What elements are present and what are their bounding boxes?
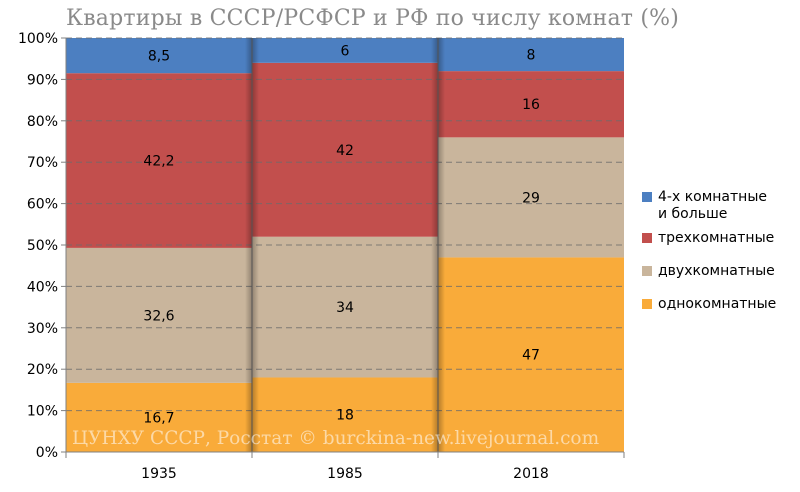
x-tick-label: 1935 <box>141 466 177 482</box>
y-tick-label: 30% <box>27 321 58 337</box>
legend-swatch <box>642 233 652 243</box>
data-label: 6 <box>341 43 350 59</box>
y-tick-label: 50% <box>27 238 58 254</box>
bars <box>66 38 624 452</box>
legend-label: и больше <box>658 206 727 222</box>
y-tick-label: 40% <box>27 279 58 295</box>
bar-1985-трехкомнатные <box>252 62 438 237</box>
data-labels: 16,7 32,6 42,2 8,5 18 34 42 6 47 29 16 8 <box>143 43 540 426</box>
chart-title: Квартиры в СССР/РСФСР и РФ по числу комн… <box>66 6 680 31</box>
legend-label: двухкомнатные <box>658 263 775 279</box>
data-label: 34 <box>336 300 354 316</box>
y-tick-label: 20% <box>27 362 58 378</box>
bar-1985-однокомнатные <box>252 377 438 452</box>
legend-swatch <box>642 192 652 202</box>
bar-2018-двухкомнатные <box>438 137 624 258</box>
bar-1935-трехкомнатные <box>66 73 252 248</box>
data-label: 8 <box>527 48 536 64</box>
y-tick-label: 0% <box>36 445 58 461</box>
data-label: 16 <box>522 97 540 113</box>
bar-1985-4-х-комнатные-и-больше <box>252 38 438 63</box>
data-label: 16,7 <box>143 410 174 426</box>
bar-2018-4-х-комнатные-и-больше <box>438 38 624 72</box>
legend-swatch <box>642 266 652 276</box>
y-tick-label: 70% <box>27 155 58 171</box>
x-tick-label: 1985 <box>327 466 363 482</box>
bar-1935-двухкомнатные <box>66 247 252 383</box>
legend-label: однокомнатные <box>658 296 776 312</box>
data-label: 42 <box>336 143 354 159</box>
y-tick-label: 100% <box>18 31 58 47</box>
bar-separators <box>245 38 445 452</box>
watermark: ЦУНХУ СССР, Росстат © burckina-new.livej… <box>72 428 600 449</box>
data-label: 47 <box>522 348 540 364</box>
x-tick-label: 2018 <box>513 466 549 482</box>
legend-label: трехкомнатные <box>658 230 774 246</box>
data-label: 29 <box>522 190 540 206</box>
grid-lines <box>66 37 624 412</box>
y-tick-label: 80% <box>27 114 58 130</box>
bar-1935-4-х-комнатные-и-больше <box>66 38 252 74</box>
bar-2018-однокомнатные <box>438 257 624 452</box>
data-label: 18 <box>336 408 354 424</box>
y-ticks: 0% 10% 20% 30% 40% 50% 60% 70% 80% 90% 100% <box>18 31 66 461</box>
legend-label: 4-х комнатные <box>658 189 767 205</box>
bar-2018-трехкомнатные <box>438 71 624 138</box>
bar-1935-однокомнатные <box>66 382 252 452</box>
legend-swatch <box>642 299 652 309</box>
data-label: 8,5 <box>148 49 170 65</box>
data-label: 32,6 <box>143 308 174 324</box>
x-ticks: 1935 1985 2018 <box>65 452 625 482</box>
y-tick-label: 90% <box>27 72 58 88</box>
bar-1985-двухкомнатные <box>252 236 438 378</box>
data-label: 42,2 <box>143 154 174 170</box>
y-tick-label: 60% <box>27 197 58 213</box>
y-tick-label: 10% <box>27 404 58 420</box>
